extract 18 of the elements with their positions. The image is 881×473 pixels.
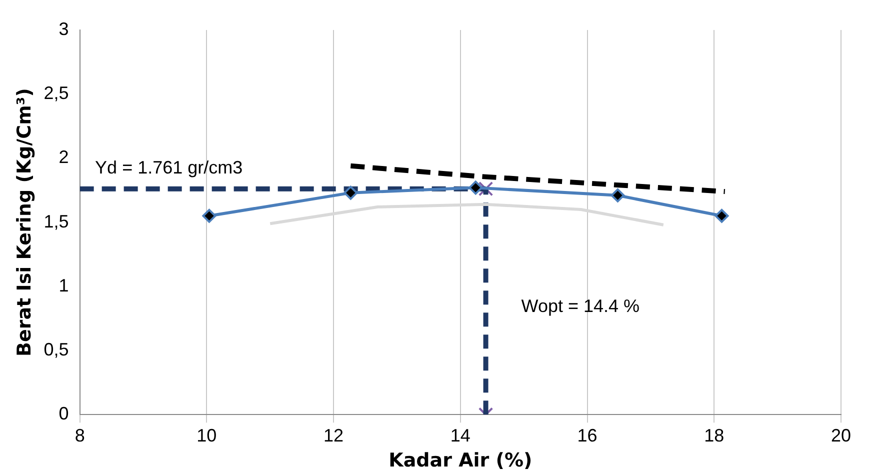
y-tick-label: 3 xyxy=(58,18,69,39)
x-tick-label: 8 xyxy=(74,425,85,446)
y-axis-title: Berat Isi Kering (Kg/Cm³) xyxy=(13,88,36,356)
x-tick-label: 20 xyxy=(830,425,852,446)
annotation: Yd = 1.761 gr/cm3 xyxy=(95,157,243,178)
y-tick-label: 0 xyxy=(58,404,69,424)
y-tick-label: 1 xyxy=(58,275,69,296)
x-tick-label: 10 xyxy=(196,425,217,446)
y-tick-label: 2 xyxy=(58,147,69,168)
x-tick-label: 18 xyxy=(704,425,724,446)
y-tick-label: 1,5 xyxy=(44,211,69,232)
annotation: Wopt = 14.4 % xyxy=(521,296,640,316)
y-tick-label: 0,5 xyxy=(44,339,69,360)
y-tick-label: 2,5 xyxy=(44,83,69,104)
x-tick-label: 12 xyxy=(324,425,344,446)
x-axis-title: Kadar Air (%) xyxy=(388,450,532,472)
x-tick-label: 14 xyxy=(450,425,470,446)
x-tick-label: 16 xyxy=(577,425,598,446)
